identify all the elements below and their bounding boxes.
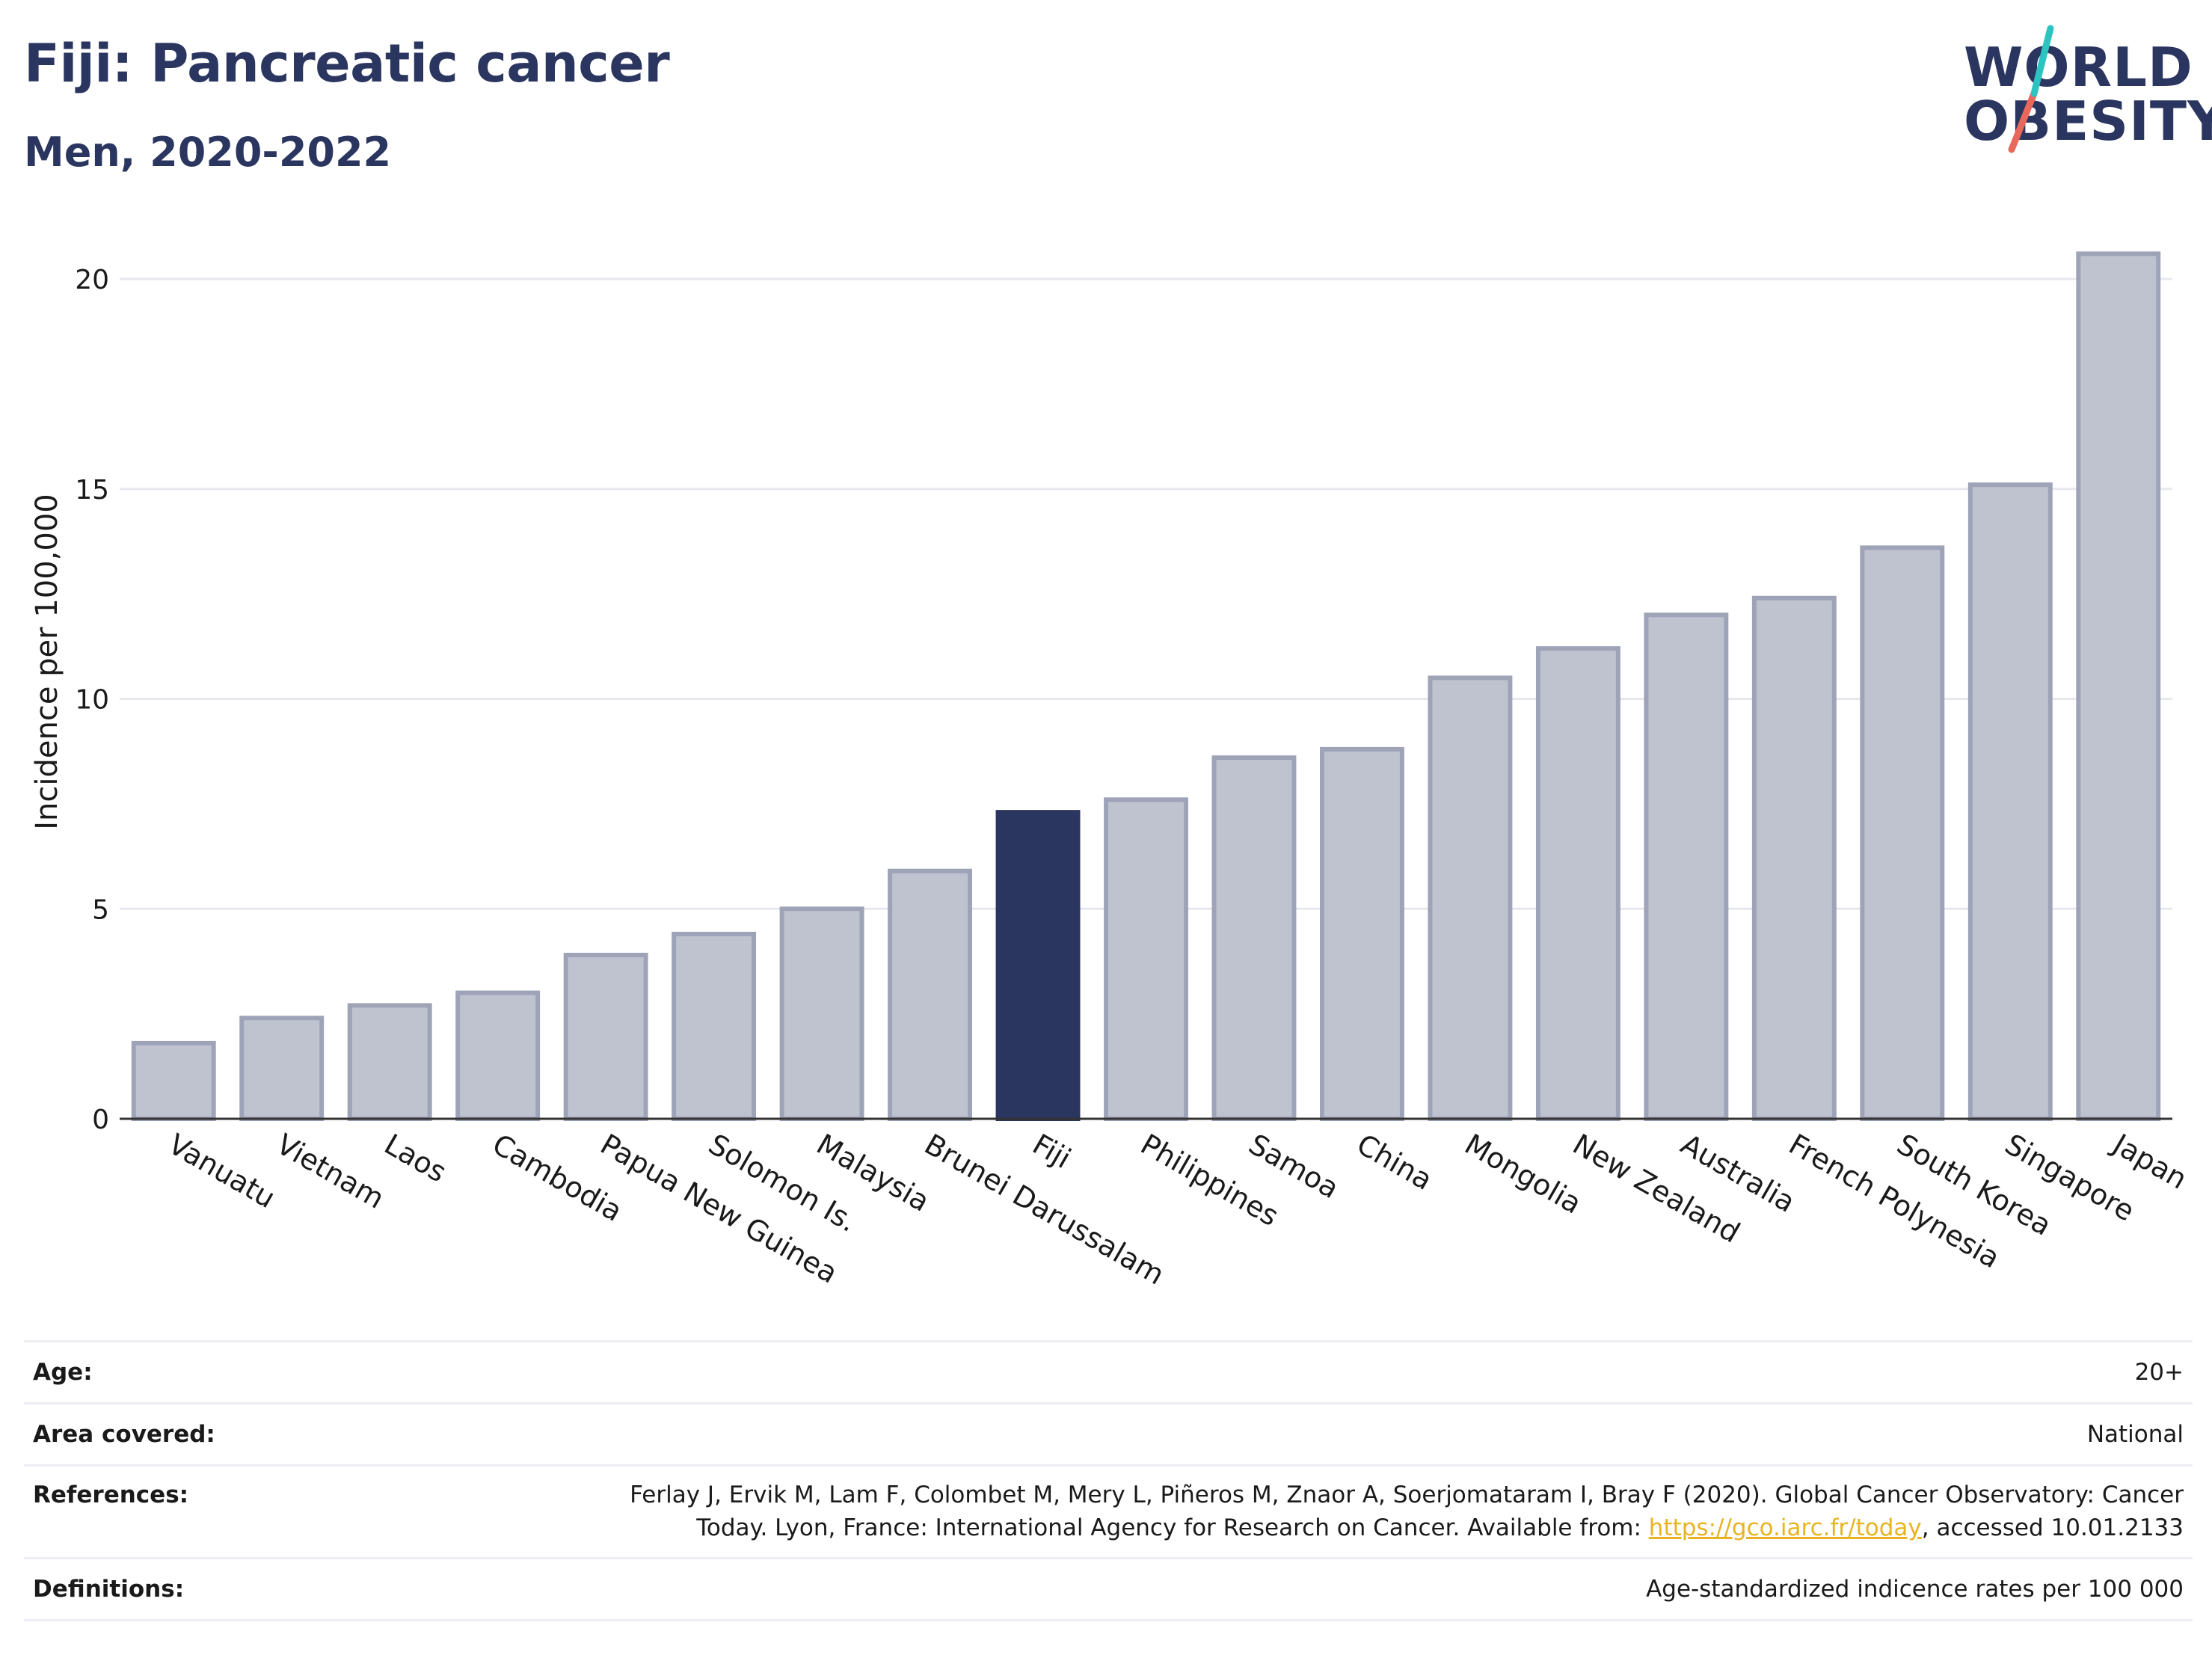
y-tick-label: 10 <box>75 685 109 716</box>
bar-vietnam[interactable] <box>239 1016 325 1121</box>
age-label: Age: <box>33 1359 93 1386</box>
bar-brunei-darussalam[interactable] <box>888 868 973 1121</box>
bar-malaysia[interactable] <box>779 906 864 1121</box>
info-table: Age: 20+ Area covered: National Referenc… <box>24 1340 2193 1621</box>
bar-mongolia[interactable] <box>1428 675 1513 1121</box>
age-value: 20+ <box>2134 1359 2184 1386</box>
bar-australia[interactable] <box>1644 612 1729 1121</box>
y-tick-label: 5 <box>92 894 109 925</box>
bar-cambodia[interactable] <box>455 990 541 1122</box>
bar-philippines[interactable] <box>1104 797 1188 1121</box>
info-row-definitions: Definitions: Age-standardized indicence … <box>24 1557 2193 1621</box>
x-tick-label: Japan <box>2107 1127 2193 1196</box>
logo-slash-icon <box>2008 25 2054 153</box>
references-label: References: <box>33 1481 189 1508</box>
page-subtitle: Men, 2020-2022 <box>24 129 392 176</box>
bars <box>131 251 2161 1122</box>
references-text: Today. Lyon, France: International Agenc… <box>696 1514 1649 1541</box>
info-row-references: References: Ferlay J, Ervik M, Lam F, Co… <box>24 1464 2193 1557</box>
y-tick-label: 0 <box>92 1105 109 1135</box>
bar-singapore[interactable] <box>1967 482 2053 1121</box>
bar-french-polynesia[interactable] <box>1751 595 1837 1121</box>
x-tick-label: Vietnam <box>271 1128 390 1215</box>
references-link[interactable]: https://gco.iarc.fr/today <box>1648 1514 1922 1541</box>
bar-japan[interactable] <box>2076 251 2161 1121</box>
y-tick-label: 15 <box>75 475 109 506</box>
area-label: Area covered: <box>33 1421 215 1448</box>
area-value: National <box>2086 1421 2184 1448</box>
bar-china[interactable] <box>1319 746 1404 1121</box>
references-value: Ferlay J, Ervik M, Lam F, Colombet M, Me… <box>630 1479 2184 1544</box>
info-row-age: Age: 20+ <box>24 1340 2193 1402</box>
definitions-value: Age-standardized indicence rates per 100… <box>1646 1576 2184 1603</box>
x-tick-label: China <box>1351 1128 1438 1197</box>
references-accessed: , accessed 10.01.2133 <box>1921 1514 2184 1541</box>
x-tick-label: Fiji <box>1027 1128 1077 1175</box>
bar-fiji[interactable] <box>995 810 1081 1121</box>
x-tick-label: Mongolia <box>1459 1128 1587 1220</box>
references-line-1: Ferlay J, Ervik M, Lam F, Colombet M, Me… <box>630 1481 2184 1508</box>
references-line-2: Today. Lyon, France: International Agenc… <box>630 1511 2184 1544</box>
logo-line-1: WORLD <box>1964 36 2193 99</box>
bar-solomon-is-[interactable] <box>672 931 757 1121</box>
logo-line-2: OBESITY <box>1964 90 2212 153</box>
bar-vanuatu[interactable] <box>131 1040 216 1122</box>
definitions-label: Definitions: <box>33 1576 185 1603</box>
bar-papua-new-guinea[interactable] <box>563 953 648 1122</box>
bar-south-korea[interactable] <box>1860 545 1945 1121</box>
page-title: Fiji: Pancreatic cancer <box>24 33 670 94</box>
y-tick-label: 20 <box>75 265 109 295</box>
bar-samoa[interactable] <box>1211 755 1297 1121</box>
world-obesity-logo: WORLD OBESITY <box>1944 22 2212 157</box>
info-row-area: Area covered: National <box>24 1402 2193 1464</box>
y-axis-label: Incidence per 100,000 <box>30 494 64 830</box>
x-tick-label: Vanuatu <box>163 1128 281 1215</box>
bar-new-zealand[interactable] <box>1535 646 1620 1121</box>
x-tick-label: Laos <box>379 1128 452 1189</box>
bar-laos[interactable] <box>347 1003 432 1122</box>
